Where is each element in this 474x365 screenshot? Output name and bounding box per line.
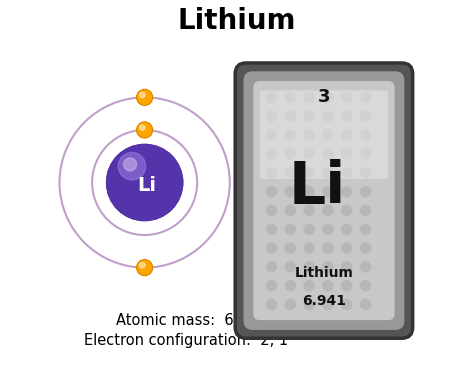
Text: Li: Li bbox=[137, 176, 156, 195]
Circle shape bbox=[284, 205, 296, 216]
Circle shape bbox=[139, 125, 145, 130]
Circle shape bbox=[341, 148, 353, 160]
Circle shape bbox=[137, 260, 153, 276]
Circle shape bbox=[107, 145, 182, 220]
Circle shape bbox=[360, 167, 372, 178]
Circle shape bbox=[284, 223, 296, 235]
FancyBboxPatch shape bbox=[244, 71, 404, 330]
Circle shape bbox=[322, 129, 334, 141]
Circle shape bbox=[284, 261, 296, 273]
Circle shape bbox=[322, 223, 334, 235]
Circle shape bbox=[284, 280, 296, 292]
Circle shape bbox=[284, 92, 296, 103]
Text: Li: Li bbox=[289, 160, 346, 216]
Circle shape bbox=[303, 299, 315, 310]
Circle shape bbox=[360, 242, 372, 254]
Circle shape bbox=[322, 167, 334, 178]
Circle shape bbox=[139, 92, 145, 98]
FancyBboxPatch shape bbox=[253, 81, 394, 320]
Circle shape bbox=[322, 242, 334, 254]
Circle shape bbox=[360, 223, 372, 235]
Circle shape bbox=[284, 167, 296, 178]
Circle shape bbox=[303, 111, 315, 122]
Circle shape bbox=[360, 205, 372, 216]
Circle shape bbox=[139, 262, 145, 268]
Circle shape bbox=[360, 261, 372, 273]
Circle shape bbox=[322, 148, 334, 160]
Circle shape bbox=[360, 186, 372, 197]
Circle shape bbox=[265, 186, 277, 197]
Circle shape bbox=[107, 145, 182, 220]
Circle shape bbox=[341, 280, 353, 292]
Circle shape bbox=[341, 111, 353, 122]
Circle shape bbox=[118, 153, 146, 180]
Text: Electron configuration:  2, 1: Electron configuration: 2, 1 bbox=[84, 333, 288, 347]
Circle shape bbox=[265, 205, 277, 216]
Circle shape bbox=[265, 148, 277, 160]
Text: Lithium: Lithium bbox=[294, 266, 354, 280]
Circle shape bbox=[265, 223, 277, 235]
Circle shape bbox=[303, 129, 315, 141]
Circle shape bbox=[360, 92, 372, 103]
Circle shape bbox=[341, 205, 353, 216]
Circle shape bbox=[265, 129, 277, 141]
Circle shape bbox=[303, 205, 315, 216]
Circle shape bbox=[341, 223, 353, 235]
Circle shape bbox=[303, 223, 315, 235]
Circle shape bbox=[341, 129, 353, 141]
Circle shape bbox=[341, 299, 353, 310]
Circle shape bbox=[137, 89, 153, 105]
Circle shape bbox=[322, 92, 334, 103]
Circle shape bbox=[284, 148, 296, 160]
Circle shape bbox=[265, 242, 277, 254]
Circle shape bbox=[341, 92, 353, 103]
Circle shape bbox=[360, 148, 372, 160]
Circle shape bbox=[303, 186, 315, 197]
Circle shape bbox=[124, 158, 137, 171]
Circle shape bbox=[322, 205, 334, 216]
Circle shape bbox=[303, 92, 315, 103]
Circle shape bbox=[360, 129, 372, 141]
Circle shape bbox=[341, 167, 353, 178]
FancyBboxPatch shape bbox=[235, 63, 413, 338]
Circle shape bbox=[265, 299, 277, 310]
Circle shape bbox=[265, 280, 277, 292]
Circle shape bbox=[303, 261, 315, 273]
Circle shape bbox=[284, 242, 296, 254]
Circle shape bbox=[303, 242, 315, 254]
Circle shape bbox=[265, 167, 277, 178]
FancyBboxPatch shape bbox=[260, 91, 388, 179]
Text: Atomic mass:  6.94: Atomic mass: 6.94 bbox=[116, 314, 257, 328]
Text: 3: 3 bbox=[318, 88, 330, 106]
Circle shape bbox=[341, 186, 353, 197]
Circle shape bbox=[322, 299, 334, 310]
Text: 6.941: 6.941 bbox=[302, 294, 346, 308]
Circle shape bbox=[322, 280, 334, 292]
Circle shape bbox=[322, 186, 334, 197]
Circle shape bbox=[303, 280, 315, 292]
Circle shape bbox=[322, 261, 334, 273]
Circle shape bbox=[137, 122, 153, 138]
Text: Lithium: Lithium bbox=[178, 7, 296, 35]
Circle shape bbox=[360, 299, 372, 310]
Circle shape bbox=[303, 148, 315, 160]
Circle shape bbox=[341, 242, 353, 254]
Circle shape bbox=[265, 261, 277, 273]
Circle shape bbox=[360, 111, 372, 122]
Circle shape bbox=[341, 261, 353, 273]
Circle shape bbox=[284, 186, 296, 197]
Circle shape bbox=[284, 299, 296, 310]
Circle shape bbox=[265, 92, 277, 103]
Circle shape bbox=[303, 167, 315, 178]
Circle shape bbox=[284, 111, 296, 122]
Circle shape bbox=[360, 280, 372, 292]
Circle shape bbox=[265, 111, 277, 122]
Circle shape bbox=[322, 111, 334, 122]
Circle shape bbox=[284, 129, 296, 141]
